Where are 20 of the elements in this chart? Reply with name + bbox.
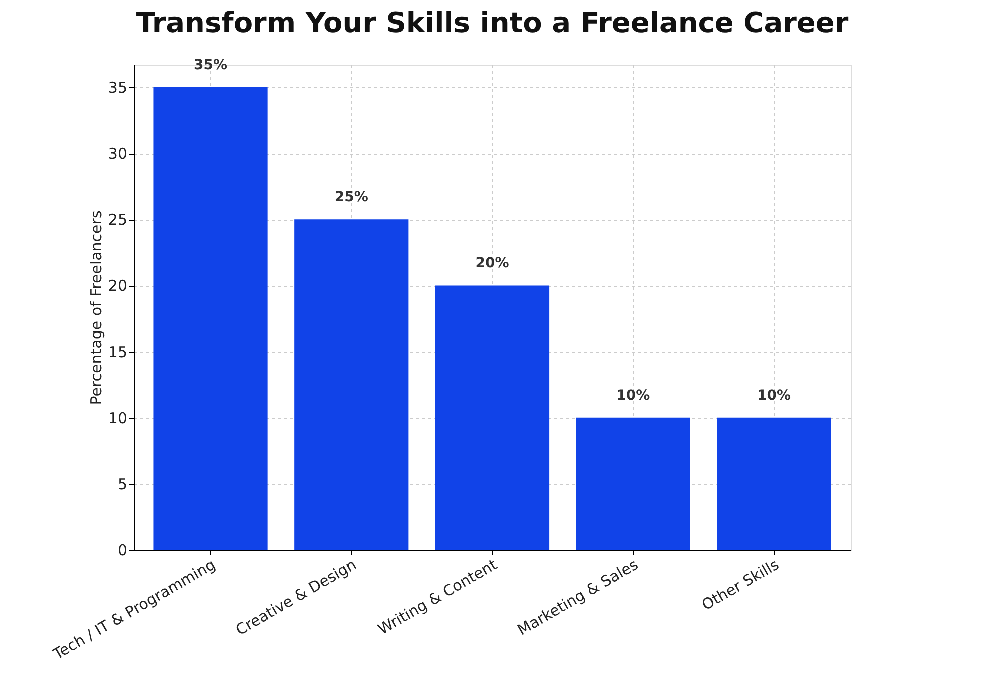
bar [435,286,550,550]
bar [154,87,268,550]
y-tick-label: 30 [108,145,128,164]
bar [576,418,690,550]
bar [294,220,409,550]
y-tick-label: 20 [108,277,128,296]
chart-title: Transform Your Skills into a Freelance Career [136,6,849,40]
data-label: 10% [757,388,791,404]
y-tick-label: 25 [108,211,128,230]
data-label: 20% [476,256,510,272]
data-label: 35% [194,57,228,74]
data-label: 10% [616,388,650,404]
y-tick-label: 0 [118,542,128,560]
y-tick-label: 35 [108,78,128,97]
y-tick-label: 15 [108,343,128,362]
y-tick-label: 10 [108,409,128,428]
y-axis-title: Percentage of Freelancers [87,210,106,406]
data-label: 25% [334,190,368,206]
y-tick-label: 5 [118,475,128,494]
bar [717,418,832,550]
